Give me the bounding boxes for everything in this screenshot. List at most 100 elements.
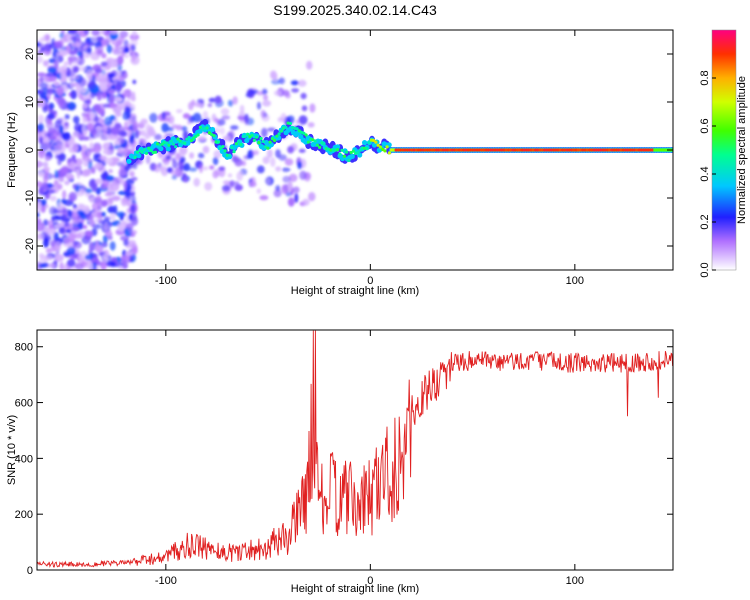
noise-blob (278, 154, 287, 161)
noise-blob (37, 223, 43, 232)
noise-blob (132, 30, 137, 37)
ridge-core (399, 148, 403, 152)
noise-blob (130, 194, 136, 204)
ridge-core (302, 131, 306, 135)
noise-blob (54, 232, 59, 241)
noise-blob (198, 152, 205, 159)
noise-blob (262, 156, 270, 164)
noise-blob (105, 231, 113, 237)
noise-blob (53, 81, 60, 87)
noise-blob (72, 183, 77, 190)
ridge-core (491, 148, 495, 152)
noise-blob (61, 84, 68, 90)
noise-blob (70, 82, 80, 87)
noise-blob (140, 129, 146, 137)
noise-blob (69, 161, 76, 170)
noise-blob (95, 178, 103, 185)
noise-blob (68, 146, 78, 154)
noise-blob (130, 103, 136, 112)
ridge-core (401, 148, 405, 152)
ridge-core (390, 148, 394, 152)
ridge-core (484, 148, 488, 152)
noise-blob (64, 180, 70, 186)
ridge-core (477, 148, 481, 152)
noise-blob (58, 50, 69, 56)
ridge-core (653, 148, 657, 152)
noise-blob (202, 145, 210, 154)
noise-blob (188, 101, 194, 111)
noise-blob (129, 172, 135, 177)
noise-blob (70, 267, 76, 270)
ridge-core (624, 148, 628, 152)
noise-blob (46, 228, 55, 237)
noise-blob (102, 253, 110, 260)
noise-blob (292, 186, 300, 194)
noise-blob (284, 158, 294, 166)
noise-blob (74, 75, 80, 80)
ridge-core (450, 148, 454, 152)
y-tick-label: 0 (27, 565, 33, 577)
ridge-core (664, 148, 668, 152)
ridge-core (315, 143, 319, 147)
noise-blob (128, 243, 137, 248)
noise-blob (93, 154, 102, 162)
noise-blob (130, 44, 136, 52)
noise-blob (64, 114, 70, 120)
ridge-core (513, 148, 517, 152)
noise-blob (37, 114, 45, 124)
noise-blob (131, 51, 136, 62)
y-tick-label: 200 (15, 509, 33, 521)
noise-blob (82, 224, 88, 230)
noise-blob (65, 229, 72, 234)
noise-blob (56, 55, 64, 63)
noise-blob (38, 187, 45, 196)
noise-blob (91, 30, 100, 36)
noise-blob (56, 86, 64, 96)
noise-blob (130, 212, 137, 222)
noise-blob (63, 61, 69, 67)
noise-blob (117, 223, 125, 232)
ridge-core (437, 148, 441, 152)
noise-blob (267, 127, 276, 132)
noise-blob (282, 175, 291, 183)
noise-blob (208, 97, 216, 103)
ridge-core (464, 148, 468, 152)
ridge-core (597, 148, 601, 152)
noise-blob (220, 108, 230, 116)
ridge-core (495, 148, 499, 152)
noise-blob (111, 157, 121, 162)
noise-blob (61, 198, 67, 205)
noise-blob (92, 261, 97, 270)
noise-blob (40, 142, 51, 151)
ridge-core (270, 137, 274, 141)
noise-blob (238, 111, 246, 118)
noise-blob (49, 189, 56, 194)
noise-blob (43, 161, 48, 169)
snr-panel: -100 0 100 0 200 400 600 800 Height of straight… (6, 329, 674, 595)
noise-blob (100, 183, 109, 190)
ridge-core (169, 139, 173, 143)
noise-blob (113, 97, 123, 102)
ridge-core (408, 148, 412, 152)
noise-blob (82, 116, 88, 124)
noise-blob (167, 115, 175, 125)
noise-blob (232, 155, 239, 163)
noise-blob (181, 126, 188, 132)
ridge-core (198, 125, 202, 129)
snr-series-line (37, 330, 673, 568)
noise-blob (48, 224, 54, 230)
noise-blob (172, 160, 178, 169)
noise-blob (109, 181, 120, 192)
noise-blob (102, 234, 108, 244)
noise-blob (37, 211, 40, 218)
ridge-core (340, 148, 344, 152)
noise-blob (262, 94, 269, 101)
noise-blob (76, 51, 82, 57)
noise-blob (278, 77, 285, 85)
noise-blob (227, 173, 233, 178)
spectrogram-image (37, 30, 673, 270)
noise-blob (182, 113, 191, 119)
ridge-core (237, 140, 241, 144)
ridge-core (536, 148, 540, 152)
ridge-core (522, 148, 526, 152)
